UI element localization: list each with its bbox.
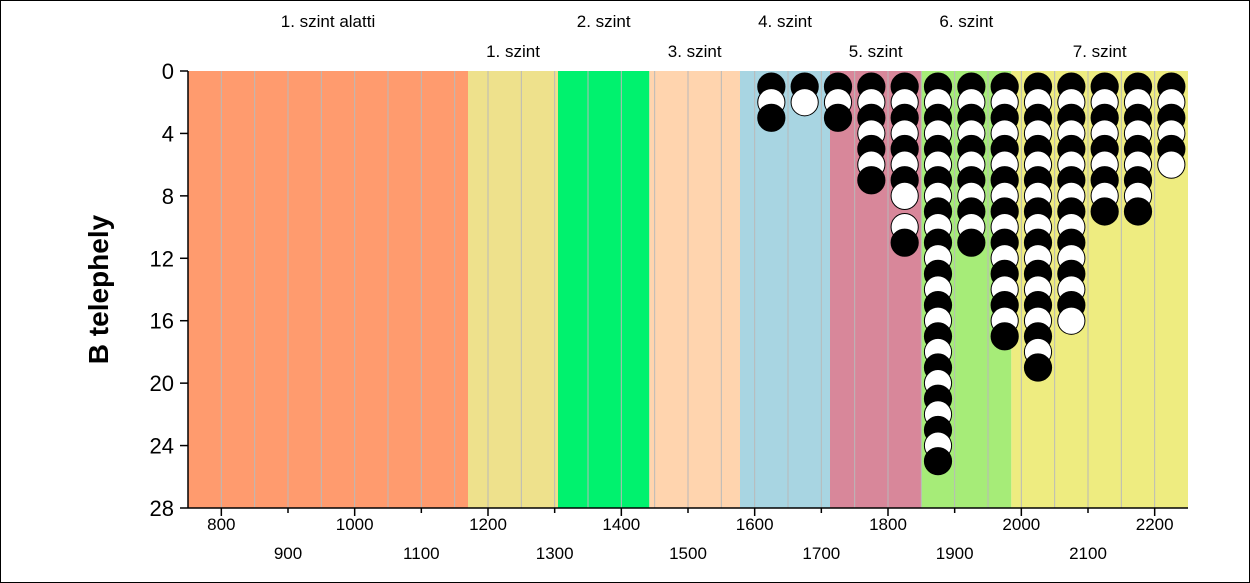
white-dot [790,88,819,117]
level-label: 5. szint [849,42,903,61]
x-tick-label: 800 [207,515,235,534]
black-dot [1023,353,1053,382]
y-tick-label: 28 [150,496,174,521]
y-tick-label: 4 [162,121,174,146]
gridlines [220,71,1156,508]
x-tick-label: 1500 [669,544,707,563]
x-tick-label: 1400 [602,515,640,534]
x-tick-label: 1100 [403,544,440,563]
x-tick-label: 1000 [336,515,374,534]
y-tick-label: 16 [150,309,174,334]
black-dot [857,166,886,195]
black-dot [757,103,786,132]
y-tick-label: 0 [162,59,174,84]
level-label: 1. szint [486,42,540,61]
black-dot [923,447,953,476]
level-band [740,71,830,508]
level-label: 3. szint [668,42,722,61]
x-tick-label: 1200 [469,515,507,534]
axis-labels: 1. szint alatti 1. szint 2. szint 3. szint 4… [83,12,1174,563]
y-tick-label: 8 [162,184,174,209]
x-tick-label: 1900 [936,544,974,563]
black-dot [890,228,919,257]
x-tick-label: 2200 [1136,515,1174,534]
level-label: 6. szint [939,12,993,31]
x-tick-label: 900 [274,544,302,563]
white-dot [1157,150,1186,179]
y-tick-label: 12 [150,246,174,271]
x-tick-label: 1800 [869,515,907,534]
data-points [757,72,1186,476]
white-dot [890,181,919,210]
level-label: 7. szint [1073,42,1127,61]
black-dot [823,103,853,132]
level-band [558,71,650,508]
level-label: 2. szint [577,12,631,31]
x-tick-label: 1700 [802,544,840,563]
level-band [188,71,468,508]
level-label: 4. szint [758,12,812,31]
level-band [649,71,740,508]
white-dot [1057,306,1086,335]
level-band [468,71,558,508]
x-tick-label: 2000 [1002,515,1040,534]
x-tick-label: 1600 [736,515,774,534]
x-tick-label: 2100 [1069,544,1107,563]
black-dot [990,322,1019,351]
level-label: 1. szint alatti [281,12,376,31]
x-tick-label: 1300 [536,544,574,563]
y-tick-label: 20 [150,371,174,396]
black-dot [957,228,986,257]
axes [180,70,1188,516]
black-dot [1123,197,1153,226]
y-axis-title: B telephely [83,214,114,364]
black-dot [1090,197,1119,226]
y-tick-label: 24 [150,434,174,459]
